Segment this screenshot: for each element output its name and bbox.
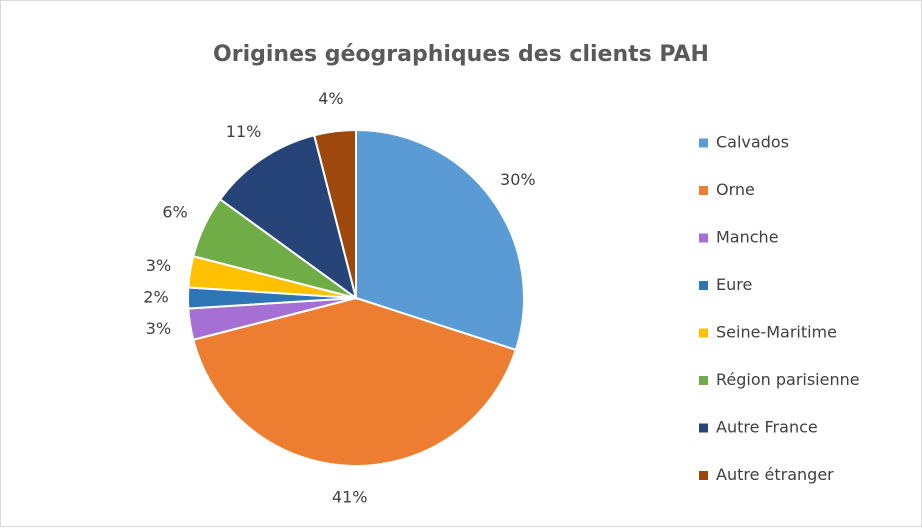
data-label: 30% [500, 170, 536, 189]
legend-label: Orne [716, 180, 755, 199]
legend-swatch [699, 138, 708, 148]
data-label: 3% [146, 256, 171, 275]
pie-slice [313, 128, 357, 299]
legend-swatch [699, 233, 708, 243]
chart-title: Origines géographiques des clients PAH [213, 42, 709, 67]
pie-slice [218, 134, 358, 301]
legend-label: Autre étranger [716, 465, 834, 484]
legend-label: Eure [716, 275, 752, 294]
data-label: 4% [318, 89, 343, 108]
data-label: 41% [332, 487, 368, 506]
legend-swatch [699, 471, 708, 480]
data-label: 3% [146, 319, 171, 338]
legend-swatch [699, 423, 708, 433]
data-label: 6% [162, 202, 187, 221]
legend-swatch [699, 376, 708, 385]
legend-label: Autre France [716, 418, 818, 437]
legend-label: Calvados [716, 133, 789, 152]
legend-label: Seine-Maritime [716, 323, 837, 342]
legend-swatch [699, 281, 708, 290]
legend-swatch [699, 328, 708, 338]
data-label: 11% [226, 122, 262, 141]
data-label: 2% [143, 288, 168, 307]
legend-swatch [699, 186, 708, 195]
pie-slice [355, 128, 525, 352]
legend-label: Région parisienne [716, 370, 860, 389]
legend-label: Manche [716, 228, 779, 247]
pie-slice [192, 296, 518, 467]
